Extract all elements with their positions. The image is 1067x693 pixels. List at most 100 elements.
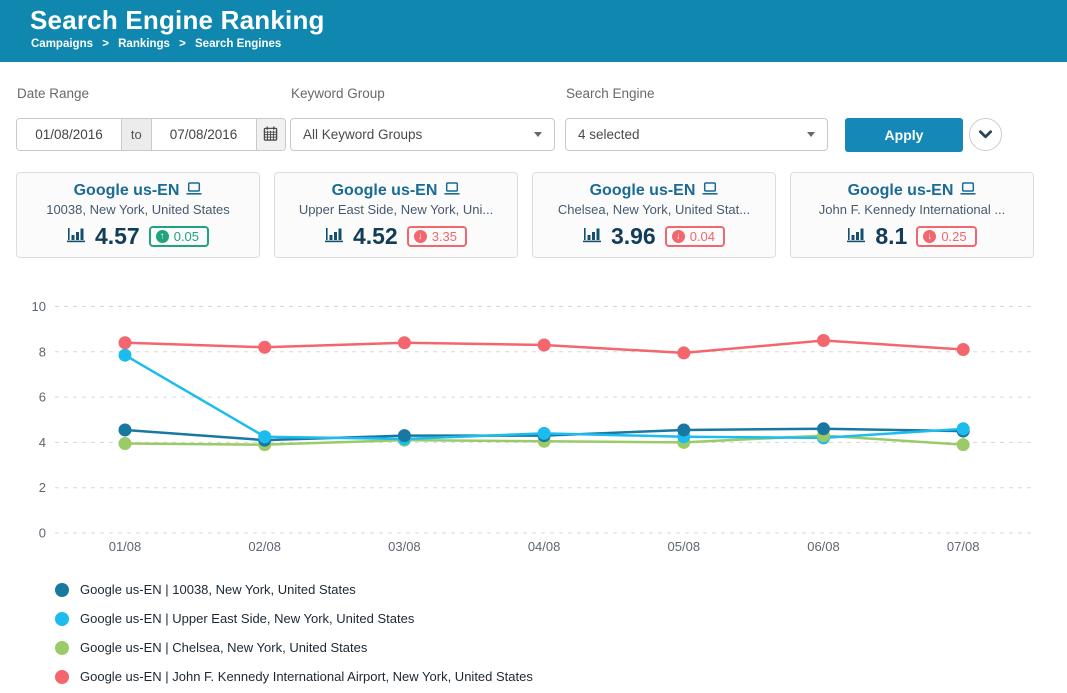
data-point[interactable] [956,343,970,357]
desktop-icon [702,182,718,200]
breadcrumb: Campaigns > Rankings > Search Engines [31,38,287,50]
desktop-icon [960,182,976,200]
summary-card: Google us-EN Upper East Side, New York, … [274,172,518,258]
x-tick-label: 01/08 [109,539,142,554]
ranking-value: 4.52 [352,223,398,249]
ranking-value: 4.57 [94,223,140,249]
ranking-line-chart: 0 2 4 6 8 10 01/08 02/08 03/08 04/08 05/08 06/08 07/… [32,299,1035,554]
breadcrumb-rankings[interactable]: Rankings [118,38,170,50]
data-point[interactable] [956,422,970,436]
card-value-row: 4.52 ↓ 3.35 [275,223,517,250]
arrow-down-circle-icon: ↓ [923,230,937,243]
delta-badge: ↑ 0.05 [148,226,210,247]
legend-dot [55,669,69,684]
card-engine-name: Google us-EN [589,182,696,199]
card-value-row: 3.96 ↓ 0.04 [533,223,775,250]
calendar-icon [263,125,278,144]
date-from-input[interactable] [17,119,121,150]
x-tick-label: 03/08 [388,539,421,554]
legend-item[interactable]: Google us-EN | 10038, New York, United S… [55,575,533,604]
bar-chart-icon [847,226,866,248]
card-engine-name: Google us-EN [847,182,954,199]
date-to-input[interactable] [151,119,256,150]
arrow-down-circle-icon: ↓ [671,230,685,243]
card-engine-title: Google us-EN [533,182,775,200]
card-engine-name: Google us-EN [73,182,180,199]
delta-value: 3.35 [431,229,458,244]
data-point[interactable] [677,346,691,360]
arrow-down-circle-icon: ↓ [413,230,427,243]
delta-value: 0.04 [689,229,716,244]
summary-card: Google us-EN 10038, New York, United Sta… [16,172,260,258]
keyword-group-select[interactable]: All Keyword Groups [290,118,555,151]
data-point[interactable] [397,429,411,443]
summary-card: Google us-EN John F. Kennedy Internation… [790,172,1034,258]
page-title: Search Engine Ranking [30,5,325,35]
chevron-down-icon [979,127,992,142]
y-tick-label: 10 [32,299,46,314]
y-tick-label: 8 [39,344,46,359]
x-tick-label: 06/08 [807,539,840,554]
legend-item[interactable]: Google us-EN | Upper East Side, New York… [55,604,533,633]
caret-down-icon [534,132,542,137]
y-tick-label: 4 [39,435,46,450]
summary-card: Google us-EN Chelsea, New York, United S… [532,172,776,258]
y-tick-label: 2 [39,480,46,495]
date-range-group: to [16,118,286,151]
calendar-button[interactable] [255,119,285,150]
data-point[interactable] [817,422,830,436]
data-point[interactable] [956,438,970,452]
x-tick-label: 07/08 [947,539,980,554]
legend-label: Google us-EN | John F. Kennedy Internati… [80,669,533,684]
apply-button[interactable]: Apply [845,118,963,152]
expand-filters-button[interactable] [969,118,1002,151]
data-point[interactable] [397,336,411,350]
card-value-row: 4.57 ↑ 0.05 [17,223,259,250]
ranking-value: 3.96 [610,223,656,249]
data-point[interactable] [537,426,551,440]
legend-item[interactable]: Google us-EN | John F. Kennedy Internati… [55,662,533,691]
legend-label: Google us-EN | 10038, New York, United S… [80,582,356,597]
legend-item[interactable]: Google us-EN | Chelsea, New York, United… [55,633,533,662]
breadcrumb-campaigns[interactable]: Campaigns [31,38,93,50]
y-tick-label: 0 [39,526,46,541]
card-location: John F. Kennedy International ... [818,202,1006,217]
date-range-label: Date Range [17,86,90,101]
card-engine-title: Google us-EN [791,182,1033,200]
x-tick-label: 02/08 [248,539,281,554]
data-point[interactable] [677,423,691,437]
data-point[interactable] [258,340,272,354]
search-engine-label: Search Engine [566,86,655,101]
delta-badge: ↓ 0.04 [664,226,726,247]
bar-chart-icon [66,226,86,248]
desktop-icon [444,182,460,200]
delta-value: 0.25 [941,229,967,244]
data-point[interactable] [118,348,132,362]
keyword-group-value: All Keyword Groups [303,127,423,142]
legend-dot [55,582,69,597]
breadcrumb-search-engines[interactable]: Search Engines [195,38,282,50]
page-header: Search Engine Ranking Campaigns > Rankin… [0,0,1067,62]
arrow-up-circle-icon: ↑ [155,230,169,243]
card-value-row: 8.1 ↓ 0.25 [791,223,1033,250]
data-point[interactable] [118,423,132,437]
card-location: 10038, New York, United States [46,202,230,217]
bar-chart-icon [324,226,344,248]
delta-badge: ↓ 3.35 [406,226,468,247]
data-point[interactable] [537,338,551,352]
breadcrumb-separator: > [102,38,109,50]
delta-badge: ↓ 0.25 [916,226,977,247]
data-point[interactable] [258,430,272,444]
data-point[interactable] [118,336,132,350]
card-engine-title: Google us-EN [275,182,517,200]
x-tick-label: 05/08 [668,539,701,554]
legend-dot [55,640,69,655]
data-point[interactable] [118,437,132,451]
delta-value: 0.05 [173,229,200,244]
search-engine-value: 4 selected [578,127,640,142]
card-location: Upper East Side, New York, Uni... [298,202,494,217]
data-point[interactable] [817,333,830,347]
caret-down-icon [807,132,815,137]
search-engine-select[interactable]: 4 selected [565,118,828,151]
y-tick-label: 6 [39,390,46,405]
